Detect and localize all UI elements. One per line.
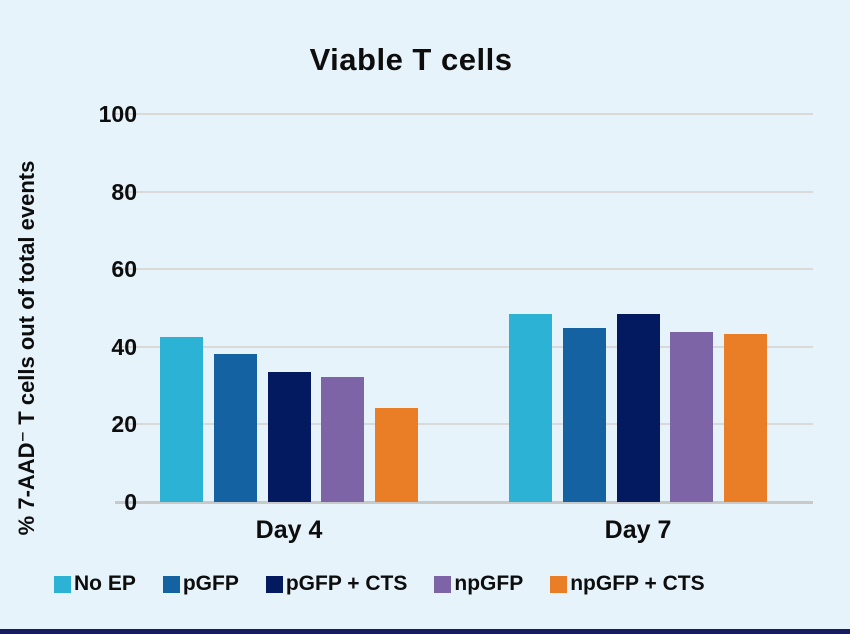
y-tick-label-100: 100: [98, 101, 137, 127]
legend-item-no-ep: No EP: [54, 572, 136, 596]
legend-swatch-icon: [54, 575, 71, 593]
bar-npgfp-cts-day-4: [375, 407, 418, 502]
legend-label: npGFP: [454, 572, 524, 595]
bar-group-day-7: [509, 114, 767, 502]
y-tick-label-0: 0: [124, 489, 137, 515]
bar-npgfp-day-7: [670, 332, 714, 502]
legend-item-npgfp-cts: npGFP + CTS: [550, 572, 705, 596]
bottom-border-bar: [0, 629, 850, 634]
y-axis-title: % 7-AAD⁻ T cells out of total events: [14, 160, 39, 536]
legend-item-pgfp-cts: pGFP + CTS: [265, 572, 408, 596]
legend-label: No EP: [74, 572, 136, 595]
legend-swatch-icon: [162, 575, 180, 593]
x-axis-label-day-7: Day 7: [604, 516, 672, 544]
gridline-100: [115, 113, 813, 115]
bar-npgfp-cts-day-7: [724, 334, 767, 502]
bar-pgfp-cts-day-4: [267, 372, 311, 502]
legend-item-npgfp: npGFP: [434, 572, 523, 596]
y-tick-label-80: 80: [111, 178, 137, 205]
gridline-80: [115, 190, 813, 193]
y-tick-label-20: 20: [111, 411, 137, 438]
y-tick-label-40: 40: [111, 333, 137, 360]
bar-pgfp-cts-day-7: [616, 314, 660, 502]
bar-pgfp-day-4: [213, 353, 257, 502]
legend-label: pGFP: [182, 572, 239, 595]
bar-npgfp-day-4: [321, 377, 365, 502]
gridline-40: [115, 345, 813, 348]
legend-swatch-icon: [434, 575, 452, 593]
gridline-20: [115, 423, 813, 426]
legend-swatch-icon: [550, 575, 568, 593]
x-axis-line: [115, 501, 813, 504]
legend-label: pGFP + CTS: [285, 572, 408, 595]
bar-no-ep-day-4: [160, 337, 203, 502]
legend-label: npGFP + CTS: [570, 572, 705, 595]
plot-area: Day 4 Day 7: [115, 113, 813, 544]
x-axis-label-day-4: Day 4: [255, 516, 323, 544]
legend-item-pgfp: pGFP: [162, 572, 239, 596]
bar-group-day-4: [160, 114, 418, 502]
chart-title: Viable T cells: [309, 42, 513, 77]
legend-swatch-icon: [265, 575, 283, 593]
bar-no-ep-day-7: [509, 313, 552, 502]
gridline-60: [115, 268, 813, 271]
bar-pgfp-day-7: [562, 327, 606, 502]
y-tick-label-60: 60: [111, 256, 137, 283]
legend: No EP pGFP pGFP + CTS npGFP npGFP + CTS: [54, 570, 705, 598]
